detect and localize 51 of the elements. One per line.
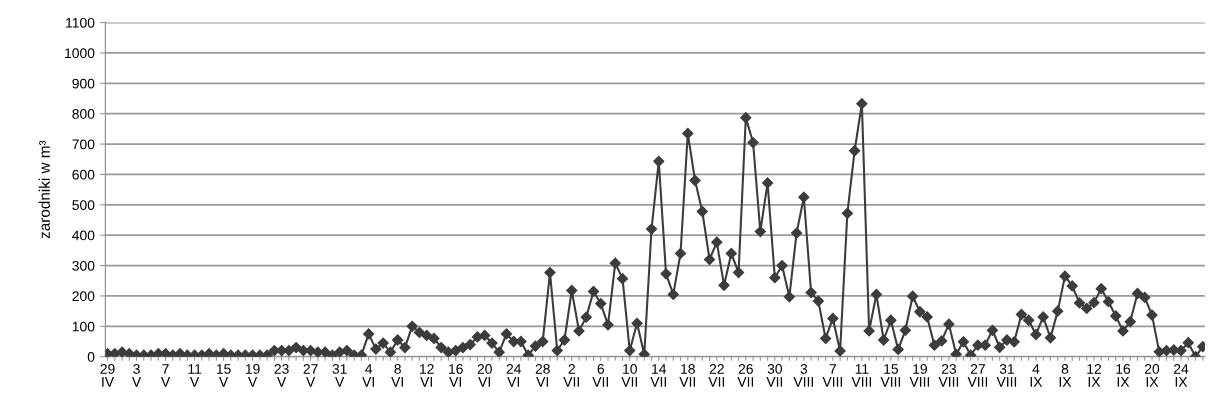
x-tick-label: 8 VI (391, 364, 403, 387)
x-tick-label: 30 VII (766, 364, 783, 387)
x-tick-label: 14 VII (650, 364, 667, 387)
x-tick-label: 10 VII (621, 364, 637, 387)
x-tick-label: 23 VIII (938, 364, 959, 387)
y-tick-label: 900 (72, 78, 95, 89)
x-tick-label: 8 IX (1059, 364, 1072, 387)
y-tick-label: 1100 (66, 17, 95, 28)
x-tick-label: 15 V (216, 364, 231, 387)
x-tick-label: 31 V (332, 364, 347, 387)
x-tick-label: 28 VI (535, 364, 550, 387)
x-tick-label: 22 VII (708, 364, 725, 387)
y-tick-label: 600 (72, 169, 95, 180)
x-tick-label: 23 V (274, 364, 289, 387)
x-tick-label: 4 VI (362, 364, 374, 387)
x-tick-label: 24 VI (506, 364, 522, 387)
x-tick-label: 20 VI (477, 364, 492, 387)
x-tick-label: 31 VIII (996, 364, 1017, 387)
x-tick-label: 2 VII (563, 364, 579, 387)
y-tick-label: 400 (72, 230, 95, 241)
x-tick-label: 12 VI (420, 364, 434, 387)
x-tick-label: 19 VIII (909, 364, 930, 387)
x-tick-label: 29 IV (100, 364, 115, 387)
x-tick-label: 11 VIII (851, 364, 872, 387)
y-tick-label: 700 (72, 139, 95, 150)
x-tick-label: 11 V (188, 364, 202, 387)
x-tick-label: 3 VIII (793, 364, 813, 387)
x-tick-label: 26 VII (737, 364, 754, 387)
x-tick-label: 19 V (245, 364, 260, 387)
x-tick-label: 20 IX (1144, 364, 1160, 387)
x-tick-label: 16 VI (449, 364, 463, 387)
x-tick-label: 12 IX (1087, 364, 1101, 387)
y-tick-label: 200 (72, 291, 95, 302)
x-tick-label: 6 VII (592, 364, 608, 387)
x-tick-label: 24 IX (1173, 364, 1189, 387)
x-tick-label: 7 VIII (822, 364, 842, 387)
x-tick-label: 27 VIII (967, 364, 988, 387)
x-tick-label: 15 VIII (880, 364, 901, 387)
x-tick-label: 27 V (303, 364, 318, 387)
x-tick-label: 4 IX (1030, 364, 1043, 387)
x-tick-label: 18 VII (679, 364, 695, 387)
y-tick-label: 800 (72, 109, 95, 119)
x-tick-label: 16 IX (1116, 364, 1131, 387)
y-tick-label: 300 (72, 260, 95, 271)
x-tick-label: 7 V (160, 364, 171, 387)
y-tick-label: 0 (87, 352, 95, 362)
y-tick-label: 100 (72, 321, 95, 332)
y-axis-title: zarodniki w m³ (38, 140, 50, 239)
y-tick-label: 500 (72, 200, 95, 210)
x-tick-label: 3 V (131, 364, 142, 387)
y-tick-label: 1000 (65, 48, 95, 59)
